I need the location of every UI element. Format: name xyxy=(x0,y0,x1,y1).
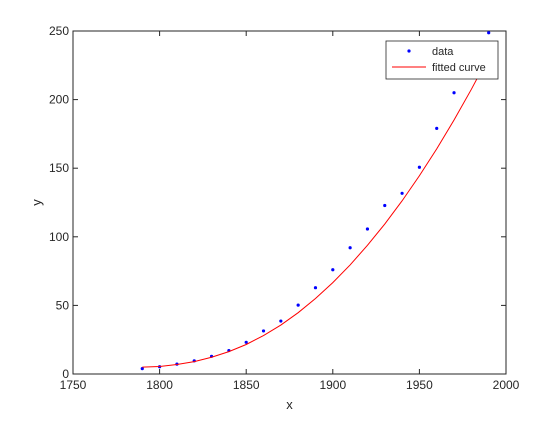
data-point xyxy=(348,246,352,250)
legend-box xyxy=(385,40,499,80)
data-point xyxy=(383,203,387,208)
data-point xyxy=(452,91,456,95)
data-point xyxy=(244,340,248,344)
plot-background xyxy=(73,31,506,374)
data-point xyxy=(261,329,266,333)
y-tick-label: 150 xyxy=(49,161,69,175)
y-tick-label: 50 xyxy=(56,298,70,312)
y-tick-label: 0 xyxy=(62,367,69,381)
data-point xyxy=(417,165,421,169)
y-tick-label: 200 xyxy=(49,93,69,107)
data-point xyxy=(400,191,404,195)
data-point xyxy=(296,303,300,307)
legend: data fitted curve xyxy=(385,40,499,80)
data-layer xyxy=(140,31,491,371)
data-point xyxy=(435,126,439,131)
fitted-curve-line xyxy=(142,56,490,368)
legend-label: data xyxy=(432,46,454,58)
x-tick-label: 1950 xyxy=(406,378,433,392)
data-point xyxy=(331,268,335,272)
axes: 1750 1800 1850 1900 1950 2000 0 50 100 150 200 250 xyxy=(49,24,520,392)
y-tick-label: 100 xyxy=(49,230,69,244)
y-tick-label: 250 xyxy=(49,24,69,38)
x-tick-label: 2000 xyxy=(493,378,520,392)
data-point xyxy=(140,367,144,371)
x-tick-label: 1800 xyxy=(146,378,173,392)
data-point xyxy=(487,31,491,35)
x-tick-label: 1850 xyxy=(233,378,260,392)
legend-point-swatch xyxy=(407,49,411,53)
x-tick-label: 1750 xyxy=(60,378,87,392)
plot-frame xyxy=(72,30,507,375)
x-axis-label: x xyxy=(286,397,293,412)
legend-label: fitted curve xyxy=(432,62,486,74)
x-tick-label: 1900 xyxy=(319,378,346,392)
data-point xyxy=(313,286,318,290)
data-point xyxy=(279,319,283,323)
data-point xyxy=(365,227,370,231)
y-axis-label: y xyxy=(29,199,44,206)
